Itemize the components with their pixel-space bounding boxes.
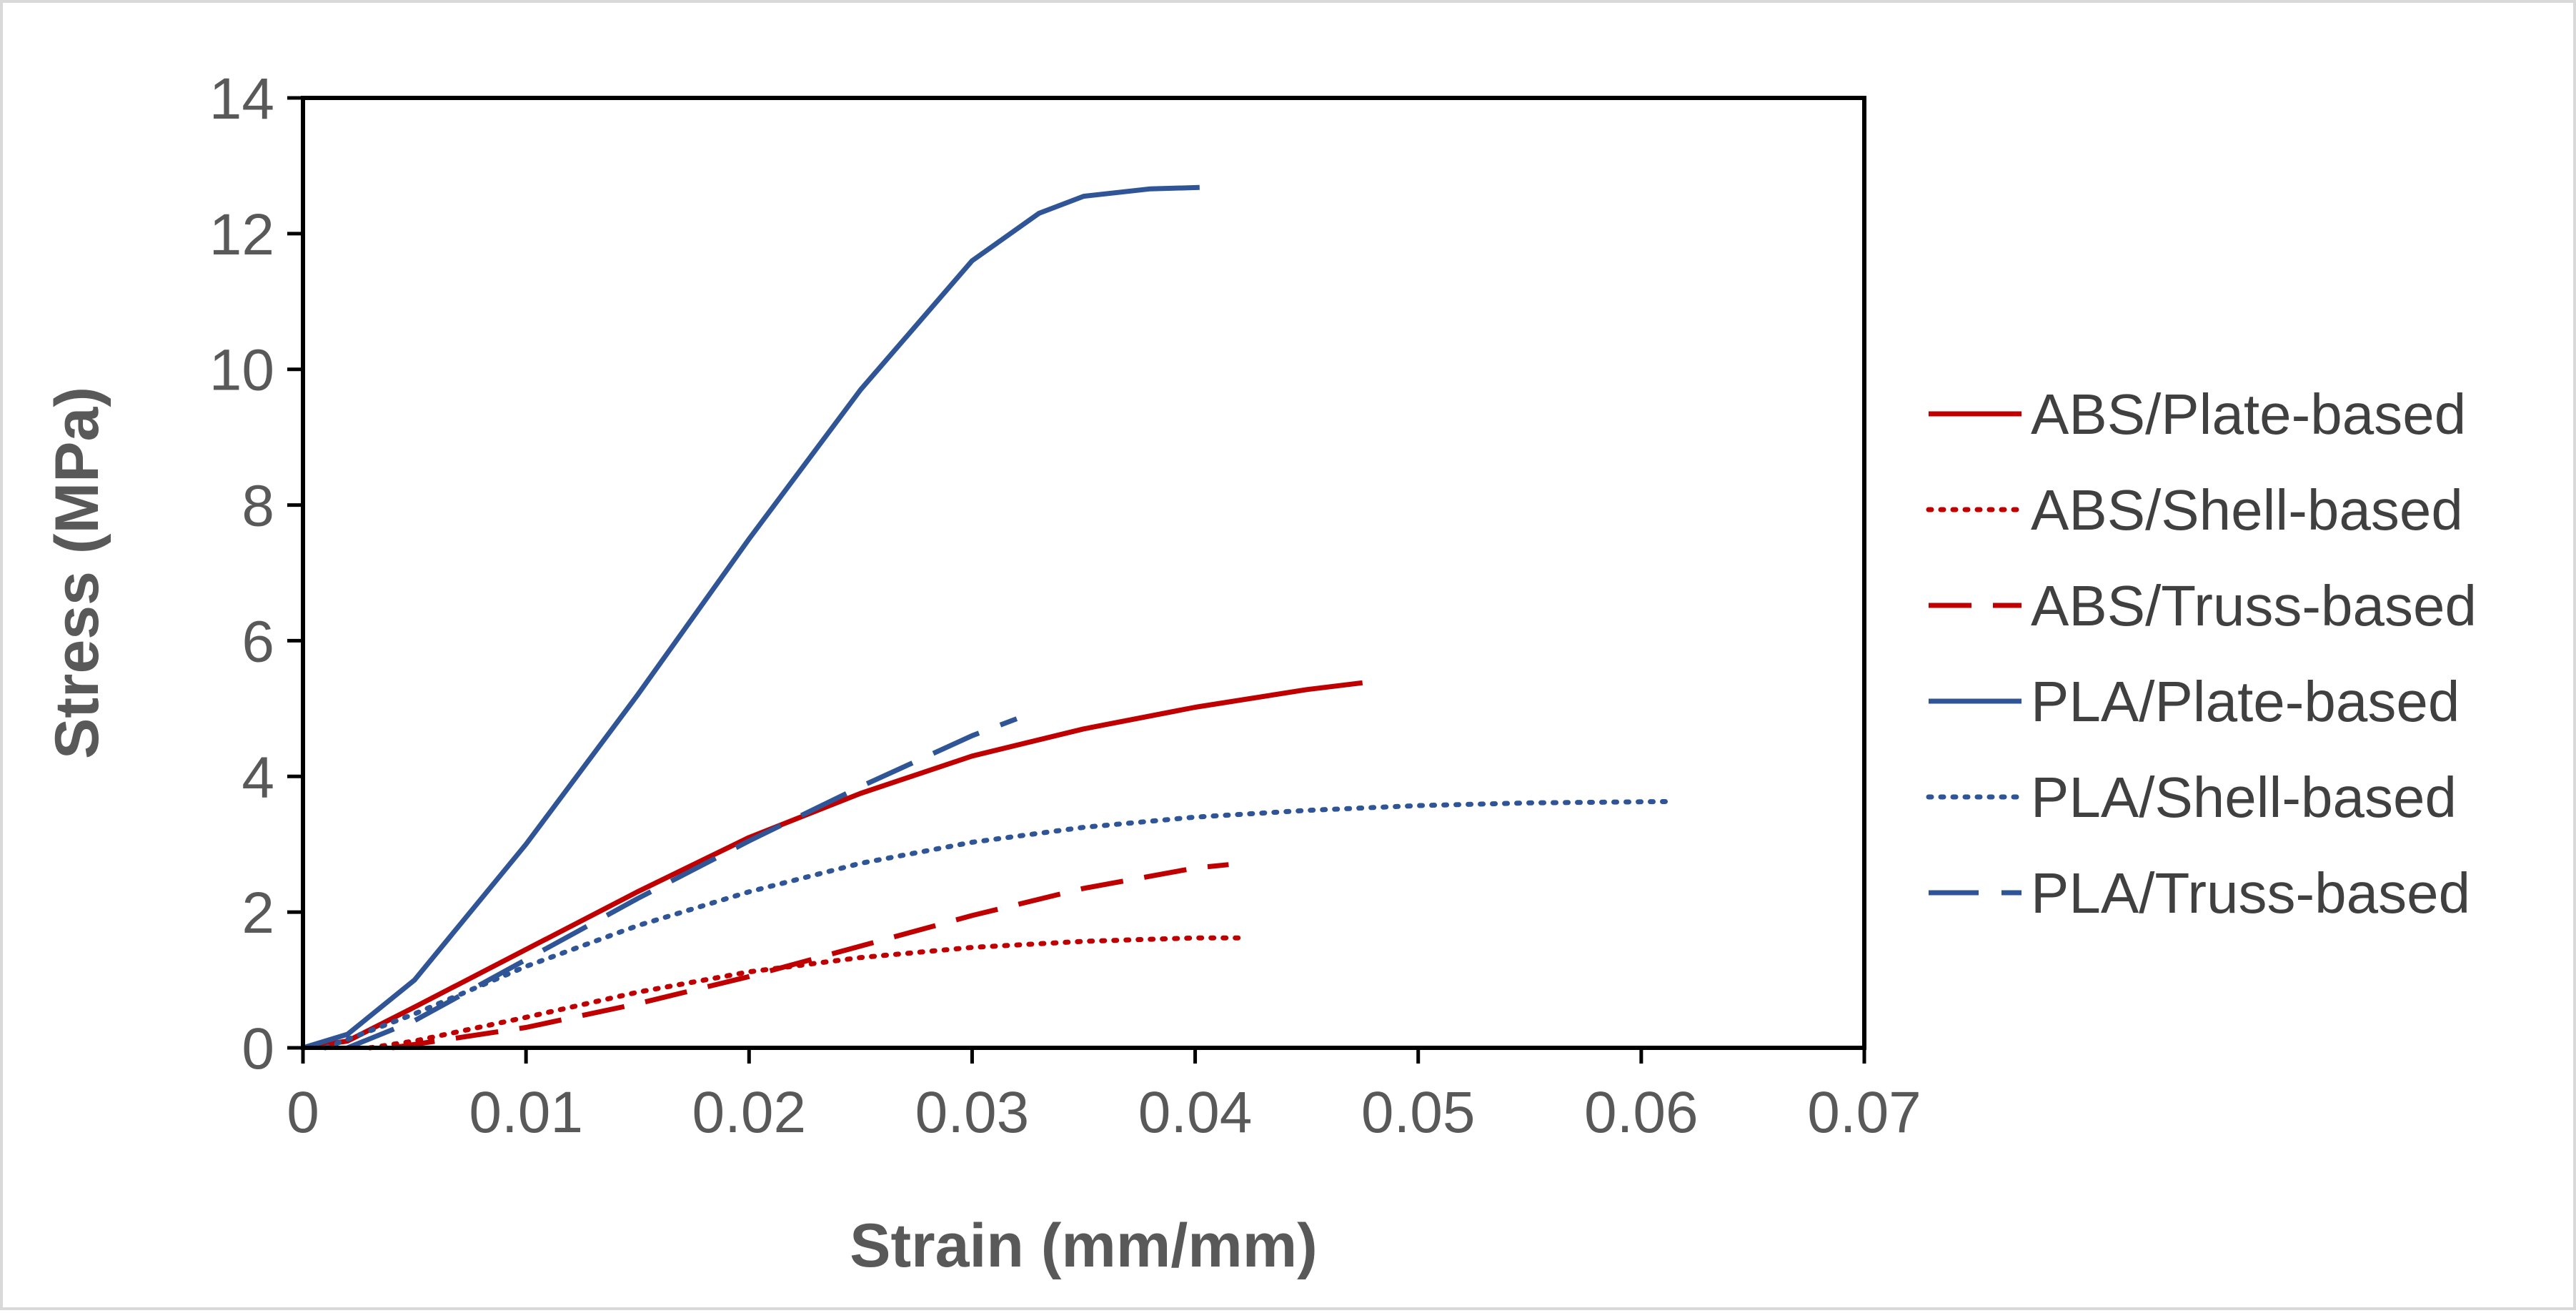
series-line-abs-shell-based bbox=[367, 935, 1243, 1051]
series-line-abs-truss-based bbox=[392, 862, 1229, 1051]
y-axis-title: Stress (MPa) bbox=[43, 387, 111, 759]
y-tick-label: 12 bbox=[209, 202, 274, 267]
y-tick-label: 2 bbox=[242, 881, 274, 946]
legend-label: ABS/Plate-based bbox=[2031, 382, 2466, 446]
x-axis-title: Strain (mm/mm) bbox=[850, 1212, 1318, 1280]
x-tick-labels: 0 0.01 0.02 0.03 0.04 0.05 0.06 0.07 bbox=[287, 1080, 1921, 1145]
series-line-pla-shell-based bbox=[322, 798, 1673, 1051]
stress-strain-chart: 0 0.01 0.02 0.03 0.04 0.05 0.06 0.07 0 2 4 6 8 10 12 1… bbox=[43, 66, 2477, 1280]
y-tick-label: 10 bbox=[209, 338, 274, 403]
legend-label: ABS/Truss-based bbox=[2031, 574, 2477, 638]
series-lines bbox=[302, 184, 1673, 1051]
axis-ticks bbox=[287, 96, 1866, 1064]
y-tick-label: 8 bbox=[242, 474, 274, 539]
series-line-pla-truss-based bbox=[347, 716, 1018, 1051]
x-tick-label: 0.06 bbox=[1584, 1080, 1699, 1145]
y-tick-label: 14 bbox=[209, 66, 274, 132]
legend-label: PLA/Shell-based bbox=[2031, 765, 2457, 829]
x-tick-label: 0.01 bbox=[469, 1080, 583, 1145]
x-tick-label: 0.05 bbox=[1361, 1080, 1476, 1145]
y-tick-labels: 0 2 4 6 8 10 12 14 bbox=[209, 66, 274, 1081]
x-tick-label: 0 bbox=[287, 1080, 319, 1145]
y-tick-label: 6 bbox=[242, 609, 274, 674]
series-line-pla-plate-based bbox=[302, 184, 1200, 1051]
y-tick-label: 4 bbox=[242, 745, 274, 810]
x-tick-label: 0.03 bbox=[915, 1080, 1030, 1145]
x-tick-label: 0.07 bbox=[1807, 1080, 1921, 1145]
plot-area-frame bbox=[301, 96, 1866, 1050]
y-tick-label: 0 bbox=[242, 1016, 274, 1081]
legend: ABS/Plate-based ABS/Shell-based ABS/Truss-… bbox=[1926, 382, 2477, 925]
x-tick-label: 0.02 bbox=[692, 1080, 806, 1145]
legend-label: PLA/Plate-based bbox=[2031, 670, 2460, 733]
legend-label: PLA/Truss-based bbox=[2031, 861, 2470, 925]
legend-label: ABS/Shell-based bbox=[2031, 478, 2463, 542]
x-tick-label: 0.04 bbox=[1138, 1080, 1253, 1145]
